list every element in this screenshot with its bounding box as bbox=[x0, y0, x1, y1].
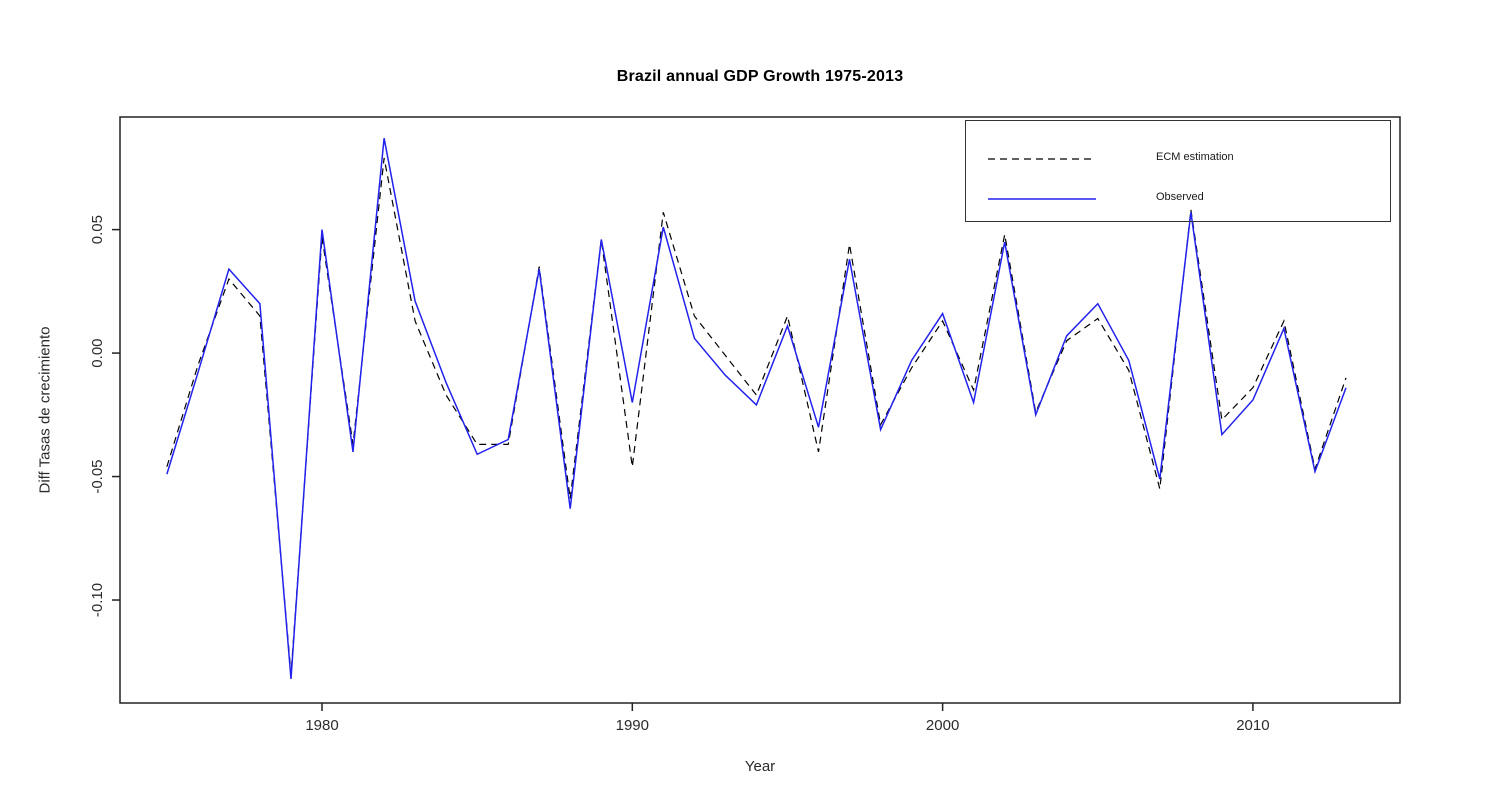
observed-line bbox=[166, 138, 1347, 680]
x-tick-label: 1980 bbox=[305, 717, 338, 734]
y-tick-label: -0.05 bbox=[89, 459, 106, 493]
x-tick-label: 2010 bbox=[1236, 717, 1269, 734]
y-tick-label: -0.10 bbox=[89, 583, 106, 617]
y-axis-title: Diff Tasas de crecimiento bbox=[36, 326, 54, 494]
x-axis-title: Year bbox=[744, 758, 776, 775]
observed-line-sample-icon bbox=[988, 198, 1096, 200]
x-tick-label: 1990 bbox=[616, 717, 649, 734]
legend-label-observed: Observed bbox=[1156, 191, 1204, 203]
ecm-line bbox=[166, 157, 1347, 675]
x-tick-label: 2000 bbox=[926, 717, 959, 734]
plot-border bbox=[119, 116, 1401, 704]
y-tick-label: 0.05 bbox=[89, 215, 106, 244]
legend-label-ecm: ECM estimation bbox=[1156, 151, 1234, 163]
legend-item-observed: Observed bbox=[966, 189, 1390, 209]
legend-item-ecm: ECM estimation bbox=[966, 149, 1390, 169]
ecm-line-sample-icon bbox=[988, 158, 1096, 160]
y-tick-label: 0.00 bbox=[89, 338, 106, 367]
legend: ECM estimation Observed bbox=[965, 120, 1391, 222]
chart-title: Brazil annual GDP Growth 1975-2013 bbox=[616, 68, 904, 85]
